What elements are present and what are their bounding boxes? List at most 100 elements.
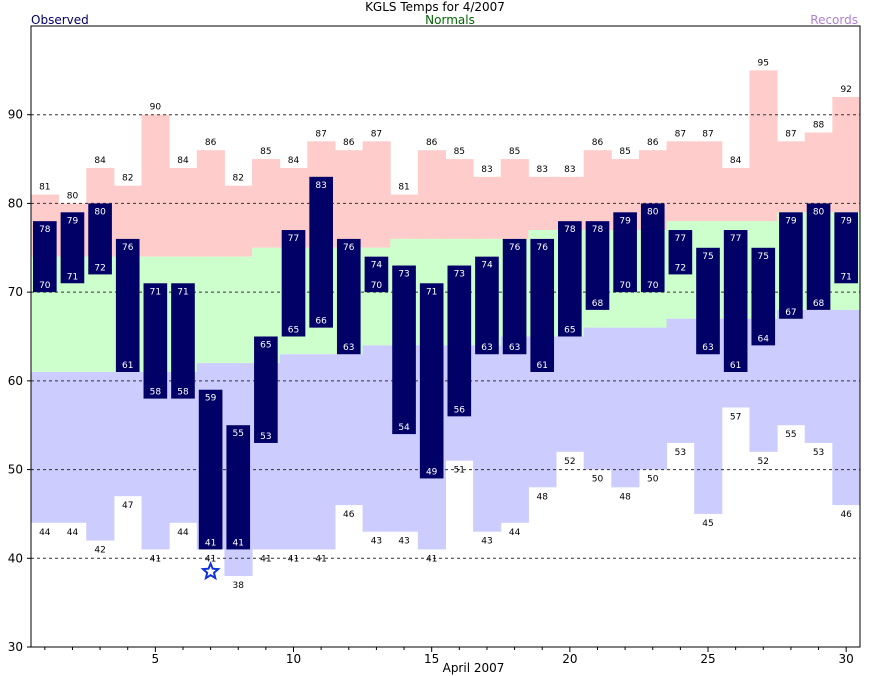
record-low-label: 44 — [67, 528, 79, 538]
record-low-label: 43 — [398, 537, 409, 547]
record-high-band — [334, 150, 364, 248]
record-low-band — [804, 309, 833, 443]
record-high-band — [721, 167, 750, 222]
observed-bar — [723, 230, 748, 372]
observed-high-label: 79 — [840, 216, 852, 226]
x-tick-label: 10 — [286, 652, 301, 666]
chart-title: KGLS Temps for 4/2007 — [365, 0, 505, 14]
observed-low-label: 53 — [260, 432, 271, 442]
observed-low-label: 70 — [619, 281, 631, 291]
observed-low-label: 61 — [536, 361, 547, 371]
y-tick-label: 80 — [8, 196, 23, 210]
record-high-label: 80 — [67, 191, 79, 201]
observed-high-label: 76 — [122, 243, 134, 253]
record-low-band — [334, 354, 364, 506]
record-high-label: 88 — [813, 120, 825, 130]
record-low-label: 41 — [426, 554, 437, 564]
observed-high-label: 80 — [813, 207, 825, 217]
record-low-band — [500, 336, 529, 523]
observed-bar — [281, 230, 306, 337]
observed-bar — [198, 389, 223, 550]
y-tick-label: 50 — [8, 463, 23, 477]
record-high-label: 86 — [592, 138, 604, 148]
record-low-band — [362, 345, 391, 532]
record-high-label: 87 — [702, 129, 713, 139]
observed-high-label: 76 — [343, 243, 355, 253]
record-low-label: 44 — [39, 528, 51, 538]
record-low-label: 43 — [371, 537, 382, 547]
observed-high-label: 75 — [758, 252, 769, 262]
record-low-band — [307, 354, 336, 550]
observed-high-label: 78 — [39, 225, 51, 235]
record-high-band — [500, 159, 529, 239]
observed-bar — [751, 247, 776, 346]
x-tick-label: 20 — [562, 652, 577, 666]
record-low-label: 46 — [840, 510, 852, 520]
observed-low-label: 58 — [150, 388, 162, 398]
observed-bar — [392, 265, 416, 435]
record-high-label: 86 — [205, 138, 217, 148]
record-high-band — [390, 194, 419, 239]
x-tick-label: 5 — [152, 652, 160, 666]
record-low-label: 53 — [675, 448, 686, 458]
record-low-label: 48 — [536, 492, 548, 502]
record-low-label: 45 — [702, 519, 713, 529]
record-low-band — [141, 371, 170, 550]
observed-bar — [447, 265, 472, 417]
observed-low-label: 61 — [730, 361, 741, 371]
record-star-icon — [200, 560, 221, 581]
observed-bar — [309, 176, 333, 328]
observed-bar — [530, 238, 555, 372]
record-high-label: 84 — [288, 156, 300, 166]
record-low-label: 43 — [481, 537, 492, 547]
observed-bar — [696, 247, 720, 355]
x-tick-label: 25 — [700, 652, 715, 666]
record-low-band — [58, 371, 87, 523]
observed-high-label: 75 — [702, 252, 713, 262]
record-high-label: 90 — [150, 103, 162, 113]
observed-low-label: 63 — [509, 343, 520, 353]
observed-bar — [364, 256, 389, 293]
observed-high-label: 71 — [177, 287, 188, 297]
record-high-label: 85 — [509, 147, 520, 157]
observed-bar — [834, 212, 858, 284]
observed-high-label: 77 — [288, 234, 299, 244]
record-high-band — [832, 96, 861, 213]
record-high-label: 87 — [371, 129, 382, 139]
record-low-band — [113, 371, 143, 497]
normal-band — [196, 256, 225, 364]
observed-low-label: 67 — [785, 308, 796, 318]
record-high-label: 85 — [619, 147, 630, 157]
y-tick-label: 70 — [8, 285, 23, 299]
observed-high-label: 71 — [150, 287, 161, 297]
record-low-band — [832, 309, 861, 506]
observed-low-label: 61 — [122, 361, 133, 371]
observed-bar — [668, 230, 693, 275]
observed-high-label: 65 — [260, 341, 271, 351]
record-low-band — [86, 371, 115, 541]
observed-low-label: 63 — [343, 343, 354, 353]
y-tick-label: 30 — [8, 640, 23, 654]
observed-low-label: 41 — [205, 538, 216, 548]
record-high-label: 87 — [315, 129, 326, 139]
observed-high-label: 78 — [592, 225, 604, 235]
observed-high-label: 55 — [233, 429, 244, 439]
observed-low-label: 68 — [813, 299, 825, 309]
record-high-band — [804, 132, 833, 213]
observed-low-label: 71 — [67, 272, 78, 282]
record-high-label: 85 — [260, 147, 271, 157]
record-low-label: 41 — [150, 554, 161, 564]
observed-bar — [60, 212, 85, 284]
observed-bar — [806, 203, 831, 310]
record-low-label: 48 — [619, 492, 631, 502]
observed-low-label: 72 — [94, 263, 105, 273]
normal-band — [224, 256, 253, 364]
y-tick-label: 40 — [8, 551, 23, 565]
observed-high-label: 77 — [675, 234, 686, 244]
observed-low-label: 64 — [758, 334, 770, 344]
observed-high-label: 79 — [785, 216, 797, 226]
record-low-band — [279, 354, 308, 550]
observed-bar — [226, 425, 251, 550]
legend-observed: Observed — [31, 13, 89, 27]
